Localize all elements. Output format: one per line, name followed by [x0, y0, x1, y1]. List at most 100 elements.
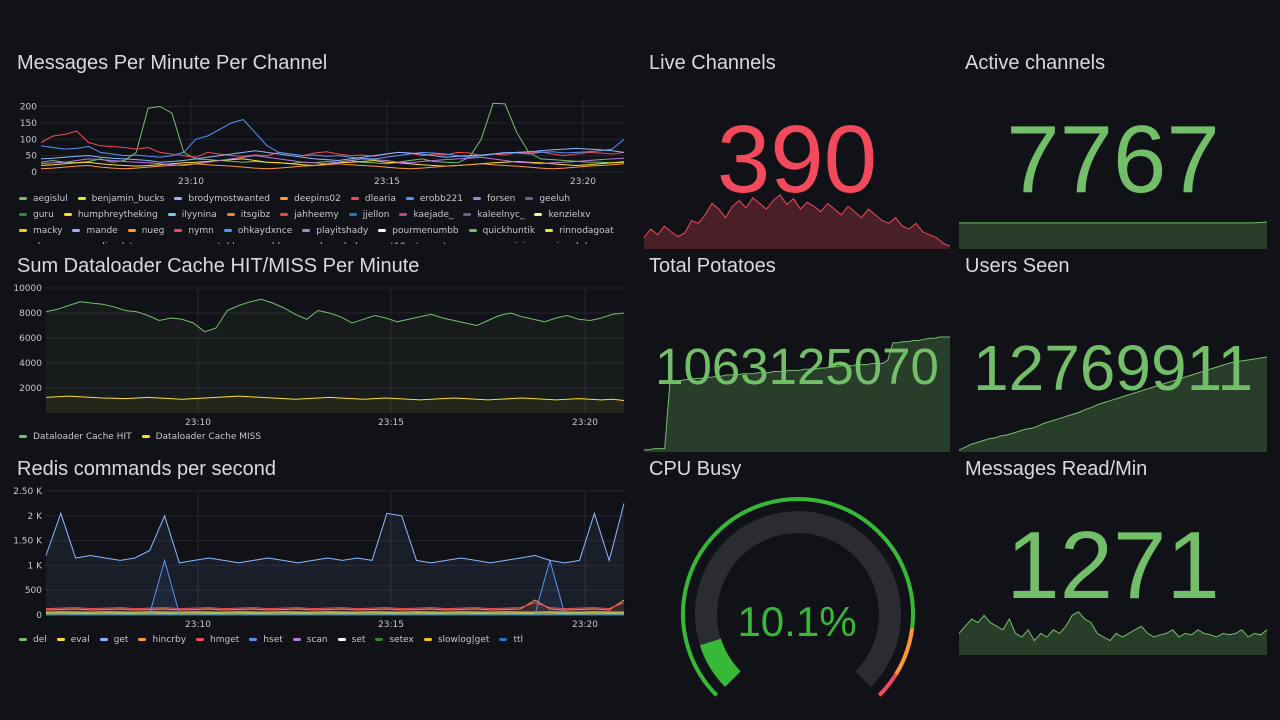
legend-item[interactable]: subwaybabu: [296, 239, 367, 244]
legend-item[interactable]: kaejade_: [399, 207, 453, 223]
legend-item[interactable]: deepins02: [280, 191, 341, 207]
legend-swatch: [19, 229, 27, 232]
legend-item[interactable]: scan: [292, 632, 328, 648]
chart-redis-commands[interactable]: 0 500 1 K 1.50 K 2 K 2.50 K 23:10 23:15 23:20: [13, 458, 628, 633]
legend-item[interactable]: set: [337, 632, 365, 648]
legend-item[interactable]: nymn: [174, 223, 214, 239]
legend-label: dlearia: [364, 194, 396, 204]
chart-legend: aegislul benjamin_bucks brodymostwanted dee…: [19, 191, 624, 244]
legend-item[interactable]: Dataloader Cache MISS: [141, 429, 261, 445]
legend-item[interactable]: macky: [19, 223, 62, 239]
legend-label: scan: [306, 635, 328, 645]
legend-swatch: [302, 229, 311, 232]
sparkline-area: [959, 357, 1267, 452]
legend-swatch: [223, 229, 232, 232]
legend-item[interactable]: nueg: [127, 223, 164, 239]
sparkline-area: [959, 611, 1267, 655]
legend-swatch: [525, 197, 534, 200]
legend-item[interactable]: jjellon: [348, 207, 389, 223]
y-tick-label: 50: [26, 152, 38, 162]
series-line: [40, 147, 625, 163]
legend-item[interactable]: eval: [56, 632, 90, 648]
legend-item[interactable]: hincrby: [138, 632, 186, 648]
panel-title[interactable]: Total Potatoes: [649, 255, 776, 277]
legend-item[interactable]: wjpeahd: [535, 239, 587, 244]
chart-messages-per-minute[interactable]: 0 50 100 150 200 23:10 23:15 23:20: [17, 52, 628, 192]
legend-item[interactable]: Dataloader Cache HIT: [19, 429, 132, 445]
legend-item[interactable]: geeluh: [525, 191, 570, 207]
panel-title[interactable]: Sum Dataloader Cache HIT/MISS Per Minute: [17, 255, 420, 277]
series-line: [40, 102, 625, 165]
panel-cpu-busy: CPU Busy 10.1%: [644, 458, 950, 697]
legend-item[interactable]: itsgibz: [226, 207, 270, 223]
legend-label: quickhuntik: [482, 226, 536, 236]
legend-item[interactable]: t10set: [377, 239, 420, 244]
legend-swatch: [19, 213, 27, 216]
panel-title[interactable]: CPU Busy: [649, 458, 742, 480]
legend-item[interactable]: benjamin_bucks: [77, 191, 164, 207]
panel-users-seen: Users Seen 12769911: [958, 255, 1268, 452]
panel-title[interactable]: Live Channels: [649, 52, 776, 74]
legend-item[interactable]: forsen: [473, 191, 515, 207]
sparkline-line: [643, 194, 951, 247]
legend-item[interactable]: teawrong: [429, 239, 485, 244]
panel-title[interactable]: Redis commands per second: [17, 458, 277, 480]
legend-item[interactable]: jahheemy: [280, 207, 339, 223]
panel-title[interactable]: Messages Per Minute Per Channel: [17, 52, 328, 74]
legend-item[interactable]: slimplyty: [84, 239, 139, 244]
legend-item[interactable]: del: [19, 632, 47, 648]
legend-swatch: [378, 229, 387, 232]
gauge-track: [695, 511, 901, 687]
legend-item[interactable]: shamnyc: [19, 239, 74, 244]
panel-title[interactable]: Active channels: [965, 52, 1106, 74]
legend-item[interactable]: mande: [72, 223, 118, 239]
legend-item[interactable]: quickhuntik: [468, 223, 536, 239]
legend-swatch: [174, 229, 183, 232]
legend-item[interactable]: slowlog|get: [423, 632, 489, 648]
legend-item[interactable]: ilyynina: [167, 207, 217, 223]
legend-item[interactable]: dlearia: [350, 191, 396, 207]
panel-title[interactable]: Users Seen: [965, 255, 1070, 277]
legend-item[interactable]: setex: [375, 632, 414, 648]
legend-item[interactable]: humphreytheking: [63, 207, 158, 223]
legend-swatch: [63, 213, 72, 216]
legend-swatch: [99, 638, 108, 641]
legend-item[interactable]: erobb221: [405, 191, 463, 207]
legend-item[interactable]: hset: [249, 632, 283, 648]
legend-label: setex: [389, 635, 414, 645]
legend-label: t10set: [391, 242, 420, 244]
sparkline-users-seen: [958, 356, 1268, 452]
legend-item[interactable]: stablerononaldo: [199, 239, 286, 244]
legend-item[interactable]: kaleelnyc_: [463, 207, 524, 223]
legend-item[interactable]: guru: [19, 207, 54, 223]
legend-item[interactable]: pourmenumbb: [378, 223, 459, 239]
legend-swatch: [463, 213, 472, 216]
y-tick-label: 2 K: [28, 512, 44, 522]
sparkline-messages-read: [958, 611, 1268, 655]
stat-value-total-potatoes: 1063125070: [655, 338, 939, 395]
legend-label: hincrby: [152, 635, 187, 645]
series-area: [46, 600, 624, 615]
legend-label: mande: [86, 226, 118, 236]
legend-item[interactable]: hmget: [196, 632, 239, 648]
legend-label: get: [113, 635, 129, 645]
legend-swatch: [138, 638, 147, 641]
legend-item[interactable]: ohkaydxnce: [223, 223, 292, 239]
legend-item[interactable]: playitshady: [302, 223, 368, 239]
legend-label: del: [33, 635, 47, 645]
legend-item[interactable]: space: [149, 239, 189, 244]
legend-item[interactable]: get: [99, 632, 129, 648]
legend-item[interactable]: rinnodagoat: [545, 223, 614, 239]
series-line: [45, 610, 625, 613]
legend-item[interactable]: ttl: [499, 632, 523, 648]
legend-item[interactable]: vivi: [496, 239, 526, 244]
legend-item[interactable]: kenzielxv: [534, 207, 591, 223]
chart-dataloader-cache[interactable]: 2000 4000 6000 8000 10000 23:10 23:15 23:20: [13, 255, 628, 433]
y-tick-label: 1.50 K: [13, 537, 43, 547]
sparkline-area: [644, 194, 950, 249]
legend-item[interactable]: brodymostwanted: [174, 191, 270, 207]
y-tick-label: 1 K: [28, 561, 44, 571]
legend-label: aegislul: [33, 194, 68, 204]
legend-item[interactable]: aegislul: [19, 191, 68, 207]
panel-title[interactable]: Messages Read/Min: [965, 458, 1148, 480]
